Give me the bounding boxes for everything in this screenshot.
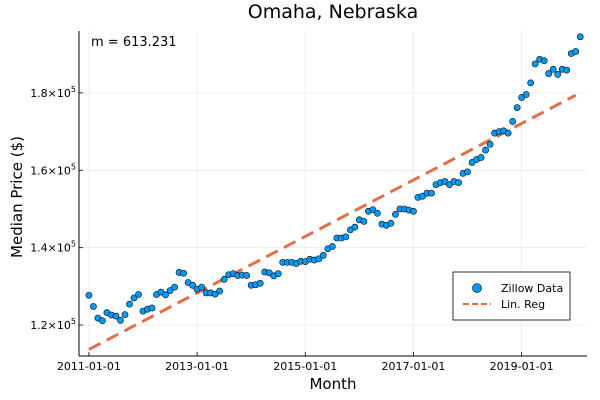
data-point — [374, 209, 381, 217]
data-point — [117, 317, 124, 324]
data-point — [545, 70, 553, 77]
data-point — [509, 118, 517, 125]
data-point — [85, 291, 93, 299]
data-point — [360, 217, 368, 225]
data-point — [189, 281, 196, 289]
data-point — [315, 255, 323, 263]
y-tick-exponent: 5 — [71, 85, 76, 94]
data-point — [274, 270, 282, 277]
y-tick-exponent: 5 — [71, 240, 76, 249]
y-axis-label: Median Price ($) — [8, 136, 26, 258]
legend-label-linreg: Lin. Reg — [501, 298, 545, 311]
data-point — [216, 287, 224, 295]
x-tick-label: 2011-01-01 — [57, 360, 121, 373]
data-point — [328, 243, 336, 250]
data-point — [576, 33, 584, 41]
y-tick-label: 1.2×105 — [30, 317, 76, 332]
plot-frame — [78, 31, 587, 357]
y-tick-label: 1.8×105 — [30, 85, 76, 100]
data-point — [342, 233, 350, 241]
y-tick-exponent: 5 — [71, 317, 76, 326]
y-tick-mantissa: 1.8×10 — [30, 87, 71, 100]
data-point — [256, 279, 264, 287]
x-tick-label: 2017-01-01 — [381, 360, 445, 373]
y-tick-mantissa: 1.2×10 — [30, 319, 71, 332]
legend-marker-zillow — [472, 283, 482, 293]
data-point — [351, 223, 359, 231]
legend-label-zillow: Zillow Data — [501, 282, 563, 295]
data-point — [319, 252, 327, 259]
x-tick-label: 2013-01-01 — [165, 360, 229, 373]
data-point — [130, 294, 138, 302]
x-axis: 2011-01-01 2013-01-01 2015-01-01 2017-01-01… — [57, 352, 554, 373]
slope-annotation: m = 613.231 — [91, 35, 177, 50]
data-point — [504, 129, 512, 137]
legend: Zillow Data Lin. Reg — [452, 271, 571, 321]
data-point — [90, 303, 97, 310]
data-point — [99, 317, 106, 325]
x-axis-label: Month — [309, 375, 356, 393]
data-point — [540, 57, 548, 65]
data-point — [126, 300, 133, 308]
data-point — [148, 304, 156, 312]
data-point — [455, 179, 462, 187]
regression-line — [88, 93, 577, 351]
regression-line-series — [88, 93, 577, 351]
data-point — [464, 168, 471, 176]
data-point — [428, 189, 435, 197]
data-point — [522, 91, 530, 98]
chart-title: Omaha, Nebraska — [248, 1, 419, 23]
data-point — [513, 104, 521, 111]
data-point — [482, 146, 489, 154]
y-tick-label: 1.6×105 — [30, 162, 76, 177]
data-point — [166, 287, 174, 294]
data-point — [369, 206, 377, 214]
data-point — [171, 283, 178, 291]
data-point — [554, 70, 562, 78]
data-point — [486, 140, 494, 148]
data-point — [527, 79, 535, 87]
x-tick-label: 2015-01-01 — [273, 360, 337, 373]
data-point — [180, 269, 187, 277]
y-tick-mantissa: 1.4×10 — [30, 242, 71, 255]
data-point — [121, 311, 129, 318]
data-point — [198, 283, 205, 291]
legend-box — [452, 271, 571, 321]
data-point — [392, 211, 399, 218]
x-tick-label: 2019-01-01 — [490, 360, 554, 373]
data-point — [549, 65, 557, 73]
y-tick-label: 1.4×105 — [30, 240, 76, 255]
data-point — [387, 219, 395, 227]
y-tick-exponent: 5 — [71, 162, 76, 171]
y-tick-mantissa: 1.6×10 — [30, 164, 71, 177]
scatter-series — [85, 33, 584, 325]
data-point — [572, 48, 580, 55]
data-point — [162, 291, 169, 299]
data-point — [410, 207, 417, 215]
data-point — [135, 291, 142, 298]
data-point — [243, 272, 251, 279]
data-point — [220, 276, 228, 283]
data-point — [563, 66, 571, 74]
data-point — [531, 60, 539, 68]
data-point — [477, 154, 485, 161]
data-point — [112, 312, 120, 320]
